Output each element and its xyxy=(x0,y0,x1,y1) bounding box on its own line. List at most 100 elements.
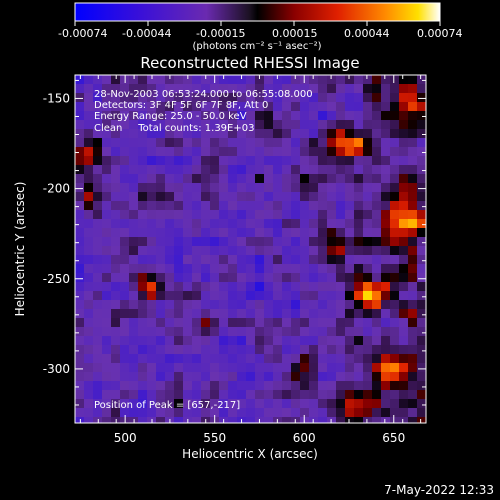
heatmap-cell xyxy=(264,291,274,301)
heatmap-cell xyxy=(84,237,94,247)
heatmap-cell xyxy=(354,219,364,229)
heatmap-cell xyxy=(345,147,355,157)
heatmap-cell xyxy=(192,291,202,301)
heatmap-cell xyxy=(399,111,409,121)
heatmap-cell xyxy=(174,138,184,148)
x-tick-label: 600 xyxy=(293,431,316,445)
heatmap-cell xyxy=(273,309,283,319)
heatmap-cell xyxy=(417,147,426,157)
heatmap-cell xyxy=(318,147,328,157)
heatmap-cell xyxy=(102,372,112,382)
heatmap-cell xyxy=(138,345,148,355)
heatmap-cell xyxy=(147,354,157,364)
heatmap-cell xyxy=(345,417,355,423)
heatmap-cell xyxy=(300,336,310,346)
heatmap-cell xyxy=(336,255,346,265)
heatmap-cell xyxy=(210,354,220,364)
heatmap-cell xyxy=(183,174,193,184)
heatmap-cell xyxy=(129,246,139,256)
heatmap-cell xyxy=(264,408,274,418)
heatmap-cell xyxy=(174,246,184,256)
heatmap-cell xyxy=(390,300,400,310)
heatmap-cell xyxy=(390,237,400,247)
heatmap-cell xyxy=(192,399,202,409)
heatmap-cell xyxy=(318,75,328,85)
heatmap-cell xyxy=(210,84,220,94)
heatmap-cell xyxy=(84,129,94,139)
heatmap-cell xyxy=(102,255,112,265)
heatmap-cell xyxy=(174,273,184,283)
heatmap-cell xyxy=(237,165,247,175)
heatmap-cell xyxy=(282,111,292,121)
heatmap-cell xyxy=(237,156,247,166)
heatmap-cell xyxy=(408,201,418,211)
heatmap-cell xyxy=(129,174,139,184)
heatmap-cell xyxy=(300,219,310,229)
heatmap-cell xyxy=(84,417,94,423)
heatmap-cell xyxy=(408,309,418,319)
heatmap-cell xyxy=(138,390,148,400)
heatmap-cell xyxy=(291,255,301,265)
heatmap-cell xyxy=(417,390,426,400)
heatmap-cell xyxy=(192,390,202,400)
heatmap-cell xyxy=(156,336,166,346)
heatmap-cell xyxy=(300,273,310,283)
peak-position-text: Position of Peak = [657,-217] xyxy=(94,400,240,411)
heatmap-cell xyxy=(318,309,328,319)
heatmap-cell xyxy=(282,84,292,94)
heatmap-cell xyxy=(255,327,265,337)
heatmap-cell xyxy=(273,408,283,418)
heatmap-cell xyxy=(228,75,238,85)
heatmap-cell xyxy=(210,255,220,265)
heatmap-cell xyxy=(237,219,247,229)
colorbar-tick-label: -0.00044 xyxy=(122,27,171,40)
heatmap-cell xyxy=(120,111,130,121)
heatmap-cell xyxy=(282,264,292,274)
colorbar-ticks xyxy=(74,21,441,26)
heatmap-cell xyxy=(165,228,175,238)
heatmap-cell xyxy=(138,282,148,292)
heatmap-cell xyxy=(309,417,319,423)
heatmap-cell xyxy=(147,300,157,310)
heatmap-cell xyxy=(93,417,103,423)
heatmap-cell xyxy=(318,129,328,139)
heatmap-cell xyxy=(147,165,157,175)
heatmap-cell xyxy=(354,390,364,400)
heatmap-cell xyxy=(93,372,103,382)
heatmap-cell xyxy=(417,327,426,337)
heatmap-cell xyxy=(219,282,229,292)
heatmap-cell xyxy=(273,129,283,139)
heatmap-cell xyxy=(129,210,139,220)
heatmap-cell xyxy=(93,174,103,184)
heatmap-cell xyxy=(327,363,337,373)
heatmap-cell xyxy=(228,309,238,319)
heatmap-cell xyxy=(102,165,112,175)
heatmap-cell xyxy=(318,219,328,229)
heatmap-cell xyxy=(291,309,301,319)
heatmap-cell xyxy=(219,363,229,373)
heatmap-cell xyxy=(309,291,319,301)
heatmap-cell xyxy=(147,228,157,238)
heatmap-cell xyxy=(147,183,157,193)
heatmap-cell xyxy=(201,381,211,391)
heatmap-cell xyxy=(246,408,256,418)
heatmap-cell xyxy=(363,336,373,346)
heatmap-cell xyxy=(291,129,301,139)
heatmap-cell xyxy=(174,291,184,301)
heatmap-cell xyxy=(192,75,202,85)
heatmap-cell xyxy=(327,264,337,274)
heatmap-cell xyxy=(102,327,112,337)
heatmap-cell xyxy=(318,327,328,337)
heatmap-cell xyxy=(219,408,229,418)
heatmap-cell xyxy=(120,246,130,256)
heatmap-cell xyxy=(264,201,274,211)
heatmap-cell xyxy=(147,219,157,229)
heatmap-cell xyxy=(345,201,355,211)
heatmap-cell xyxy=(345,264,355,274)
heatmap-cell xyxy=(291,354,301,364)
heatmap-cell xyxy=(363,246,373,256)
heatmap-cell xyxy=(219,300,229,310)
heatmap-cell xyxy=(417,264,426,274)
heatmap-cell xyxy=(381,201,391,211)
heatmap-cell xyxy=(165,318,175,328)
